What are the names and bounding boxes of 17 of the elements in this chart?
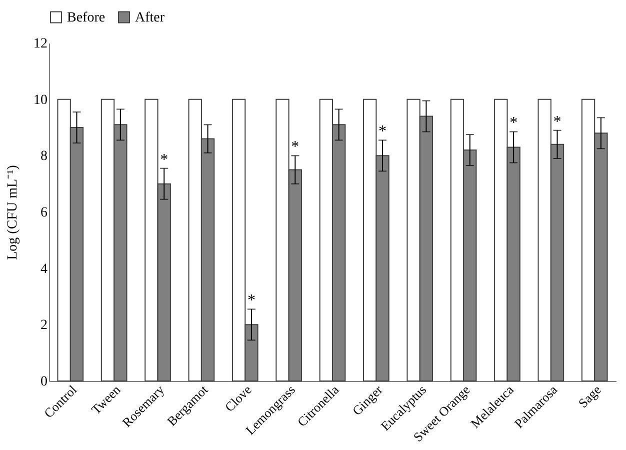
y-tick-label: 10 — [34, 92, 48, 108]
y-tick-label: 12 — [34, 36, 48, 52]
legend-label: Before — [67, 10, 106, 26]
y-tick-label: 6 — [40, 206, 48, 220]
annotation: * — [378, 123, 387, 140]
y-tick-label: 8 — [40, 149, 48, 164]
y-axis-title: Log (CFU mL⁻¹) — [6, 164, 20, 260]
y-tick-label: 2 — [40, 318, 48, 334]
legend-label: After — [135, 10, 165, 26]
annotation: * — [510, 114, 518, 132]
annotation: * — [247, 292, 256, 310]
y-tick-label: 4 — [40, 262, 48, 277]
x-tick-label: Sage — [575, 382, 604, 411]
annotation: * — [291, 138, 300, 156]
annotation: * — [160, 151, 168, 168]
annotation: * — [553, 113, 562, 130]
y-tick-label: 0 — [40, 374, 48, 390]
